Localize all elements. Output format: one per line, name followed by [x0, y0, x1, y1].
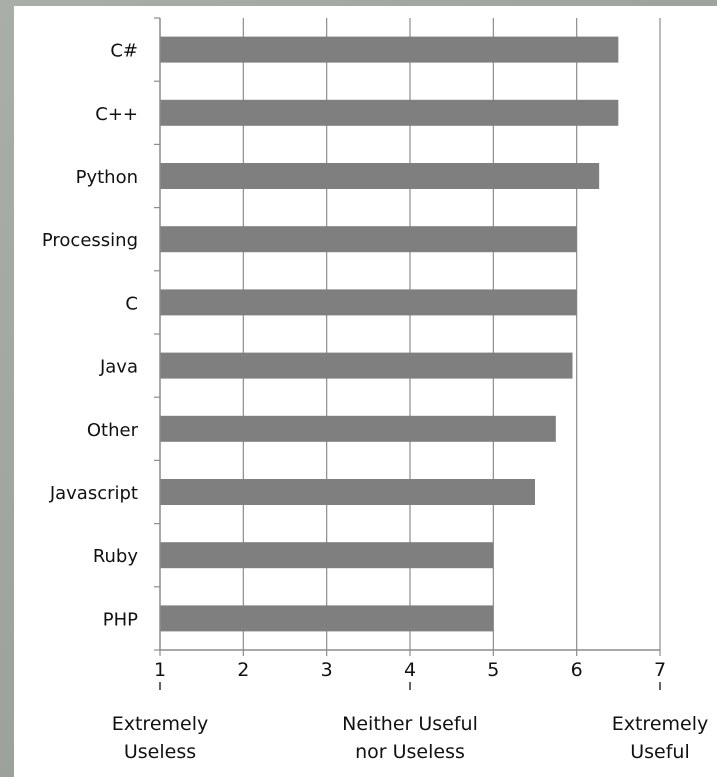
bar-c- — [160, 36, 619, 63]
anchor-label: Neither Useful — [342, 713, 478, 735]
bar-other — [160, 415, 556, 442]
bar-c — [160, 289, 577, 316]
category-label: Processing — [42, 230, 138, 251]
bars — [160, 36, 619, 632]
bar-javascript — [160, 479, 535, 505]
category-label: Other — [87, 420, 139, 441]
category-label: Ruby — [93, 546, 139, 567]
anchor-label: nor Useless — [355, 741, 465, 763]
category-label: Python — [76, 167, 138, 188]
x-tick-label: 1 — [154, 659, 166, 681]
x-tick-label: 2 — [237, 659, 249, 681]
bar-php — [160, 605, 494, 632]
bar-processing — [160, 226, 577, 253]
category-labels: C# C++ Python Processing C Java Other Javascrip… — [42, 41, 139, 631]
anchor-label: Useful — [630, 741, 690, 763]
anchor-label: Extremely — [612, 713, 709, 735]
x-tick-label: 5 — [487, 659, 499, 681]
category-label: C++ — [95, 104, 138, 125]
axes — [154, 17, 661, 656]
x-tick-label: 7 — [654, 659, 666, 681]
category-label: C# — [110, 41, 138, 62]
chart-panel — [14, 6, 717, 777]
x-tick-label: 6 — [571, 659, 583, 681]
anchor-label: Extremely — [112, 713, 209, 735]
category-label: Javascript — [49, 483, 138, 504]
category-label: Java — [99, 357, 138, 378]
category-label: PHP — [103, 609, 138, 630]
bar-c- — [160, 99, 619, 126]
x-tick-label: 3 — [321, 659, 333, 681]
category-label: C — [125, 293, 138, 314]
x-anchor-labels: Extremely Useless Neither Useful nor Useles… — [112, 682, 709, 763]
x-tick-labels: 1 2 3 4 5 6 7 — [154, 659, 666, 681]
bar-python — [160, 163, 600, 189]
anchor-label: Useless — [124, 741, 196, 763]
bar-ruby — [160, 542, 494, 569]
bar-java — [160, 352, 573, 379]
x-tick-label: 4 — [404, 659, 416, 681]
